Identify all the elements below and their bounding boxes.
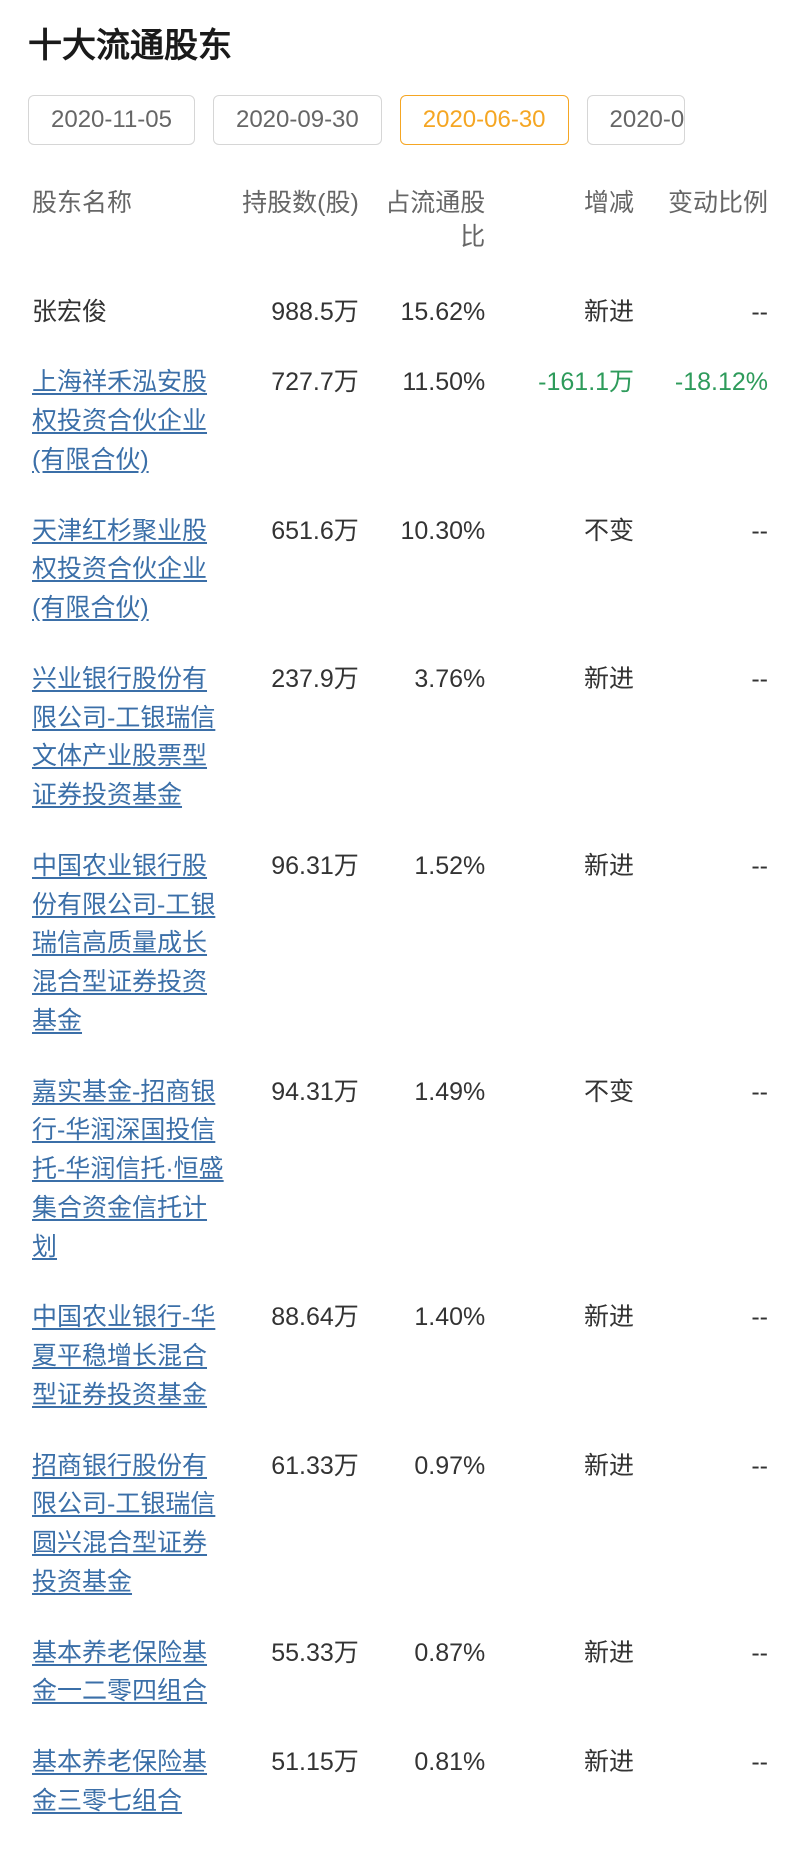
col-header-name: 股东名称 <box>28 177 229 277</box>
cell-shares: 55.33万 <box>229 1618 363 1728</box>
cell-rate: -- <box>638 1727 772 1837</box>
cell-rate: -- <box>638 1618 772 1728</box>
col-header-pct: 占流通股比 <box>363 177 489 277</box>
shareholder-name: 天津红杉聚业股权投资合伙企业(有限合伙) <box>28 496 229 644</box>
table-row: 基本养老保险基金三零七组合 51.15万0.81%新进-- <box>28 1727 772 1837</box>
shareholder-name: 嘉实基金-招商银行-华润深国投信托-华润信托·恒盛集合资金信托计划 <box>28 1057 229 1283</box>
shareholder-link[interactable]: 招商银行股份有限公司-工银瑞信圆兴混合型证券投资基金 <box>32 1452 215 1596</box>
cell-shares: 988.5万 <box>229 277 363 348</box>
shareholder-link[interactable]: 嘉实基金-招商银行-华润深国投信托-华润信托·恒盛集合资金信托计划 <box>32 1078 224 1261</box>
shareholder-link[interactable]: 兴业银行股份有限公司-工银瑞信文体产业股票型证券投资基金 <box>32 665 215 809</box>
cell-change: 新进 <box>489 1618 638 1728</box>
cell-shares: 237.9万 <box>229 644 363 831</box>
table-row: 嘉实基金-招商银行-华润深国投信托-华润信托·恒盛集合资金信托计划94.31万1… <box>28 1057 772 1283</box>
cell-rate: -- <box>638 1431 772 1618</box>
cell-shares: 51.15万 <box>229 1727 363 1837</box>
table-row: 中国农业银行-华夏平稳增长混合型证券投资基金88.64万1.40%新进-- <box>28 1282 772 1430</box>
cell-change: 不变 <box>489 496 638 644</box>
cell-change: 新进 <box>489 644 638 831</box>
cell-pct: 3.76% <box>363 644 489 831</box>
cell-pct: 1.40% <box>363 1282 489 1430</box>
cell-pct: 1.52% <box>363 831 489 1057</box>
shareholder-link[interactable]: 基本养老保险基金一二零四组合 <box>32 1639 207 1706</box>
shareholder-name: 基本养老保险基金三零七组合 <box>28 1727 229 1837</box>
cell-change: -161.1万 <box>489 347 638 495</box>
date-tab[interactable]: 2020-11-05 <box>28 95 195 145</box>
shareholder-name: 兴业银行股份有限公司-工银瑞信文体产业股票型证券投资基金 <box>28 644 229 831</box>
cell-change: 新进 <box>489 1282 638 1430</box>
shareholder-name: 中国农业银行股份有限公司-工银瑞信高质量成长混合型证券投资基金 <box>28 831 229 1057</box>
shareholder-name: 上海祥禾泓安股权投资合伙企业(有限合伙) <box>28 347 229 495</box>
shareholder-link[interactable]: 中国农业银行股份有限公司-工银瑞信高质量成长混合型证券投资基金 <box>32 852 215 1035</box>
cell-shares: 651.6万 <box>229 496 363 644</box>
table-row: 兴业银行股份有限公司-工银瑞信文体产业股票型证券投资基金237.9万3.76%新… <box>28 644 772 831</box>
date-tab[interactable]: 2020-0 <box>587 95 686 145</box>
cell-rate: -- <box>638 277 772 348</box>
cell-change: 新进 <box>489 277 638 348</box>
shareholder-link[interactable]: 中国农业银行-华夏平稳增长混合型证券投资基金 <box>32 1303 215 1409</box>
cell-change: 不变 <box>489 1057 638 1283</box>
table-row: 张宏俊988.5万15.62%新进-- <box>28 277 772 348</box>
cell-rate: -- <box>638 496 772 644</box>
col-header-rate: 变动比例 <box>638 177 772 277</box>
shareholder-link[interactable]: 上海祥禾泓安股权投资合伙企业(有限合伙) <box>32 368 207 474</box>
table-row: 招商银行股份有限公司-工银瑞信圆兴混合型证券投资基金61.33万0.97%新进-… <box>28 1431 772 1618</box>
shareholder-name: 中国农业银行-华夏平稳增长混合型证券投资基金 <box>28 1282 229 1430</box>
cell-shares: 94.31万 <box>229 1057 363 1283</box>
cell-shares: 727.7万 <box>229 347 363 495</box>
cell-rate: -- <box>638 1282 772 1430</box>
cell-pct: 11.50% <box>363 347 489 495</box>
date-tab[interactable]: 2020-06-30 <box>400 95 569 145</box>
cell-rate: -- <box>638 1057 772 1283</box>
cell-shares: 61.33万 <box>229 1431 363 1618</box>
cell-pct: 1.49% <box>363 1057 489 1283</box>
cell-pct: 15.62% <box>363 277 489 348</box>
cell-pct: 10.30% <box>363 496 489 644</box>
col-header-shares: 持股数(股) <box>229 177 363 277</box>
table-row: 基本养老保险基金一二零四组合 55.33万0.87%新进-- <box>28 1618 772 1728</box>
cell-shares: 96.31万 <box>229 831 363 1057</box>
cell-pct: 0.81% <box>363 1727 489 1837</box>
table-row: 上海祥禾泓安股权投资合伙企业(有限合伙)727.7万11.50%-161.1万-… <box>28 347 772 495</box>
cell-change: 新进 <box>489 831 638 1057</box>
shareholder-link[interactable]: 基本养老保险基金三零七组合 <box>32 1748 207 1815</box>
cell-change: 新进 <box>489 1431 638 1618</box>
date-tabs: 2020-11-05 2020-09-30 2020-06-30 2020-0 <box>28 95 772 145</box>
page-title: 十大流通股东 <box>28 18 772 67</box>
shareholder-name: 招商银行股份有限公司-工银瑞信圆兴混合型证券投资基金 <box>28 1431 229 1618</box>
cell-rate: -- <box>638 644 772 831</box>
table-row: 中国农业银行股份有限公司-工银瑞信高质量成长混合型证券投资基金96.31万1.5… <box>28 831 772 1057</box>
cell-rate: -- <box>638 831 772 1057</box>
shareholder-name: 基本养老保险基金一二零四组合 <box>28 1618 229 1728</box>
cell-pct: 0.97% <box>363 1431 489 1618</box>
cell-rate: -18.12% <box>638 347 772 495</box>
table-row: 天津红杉聚业股权投资合伙企业(有限合伙)651.6万10.30%不变-- <box>28 496 772 644</box>
date-tab[interactable]: 2020-09-30 <box>213 95 382 145</box>
shareholder-link[interactable]: 天津红杉聚业股权投资合伙企业(有限合伙) <box>32 517 207 623</box>
col-header-change: 增减 <box>489 177 638 277</box>
shareholder-name: 张宏俊 <box>28 277 229 348</box>
cell-pct: 0.87% <box>363 1618 489 1728</box>
shareholders-table: 股东名称 持股数(股) 占流通股比 增减 变动比例 张宏俊988.5万15.62… <box>28 177 772 1837</box>
cell-change: 新进 <box>489 1727 638 1837</box>
cell-shares: 88.64万 <box>229 1282 363 1430</box>
